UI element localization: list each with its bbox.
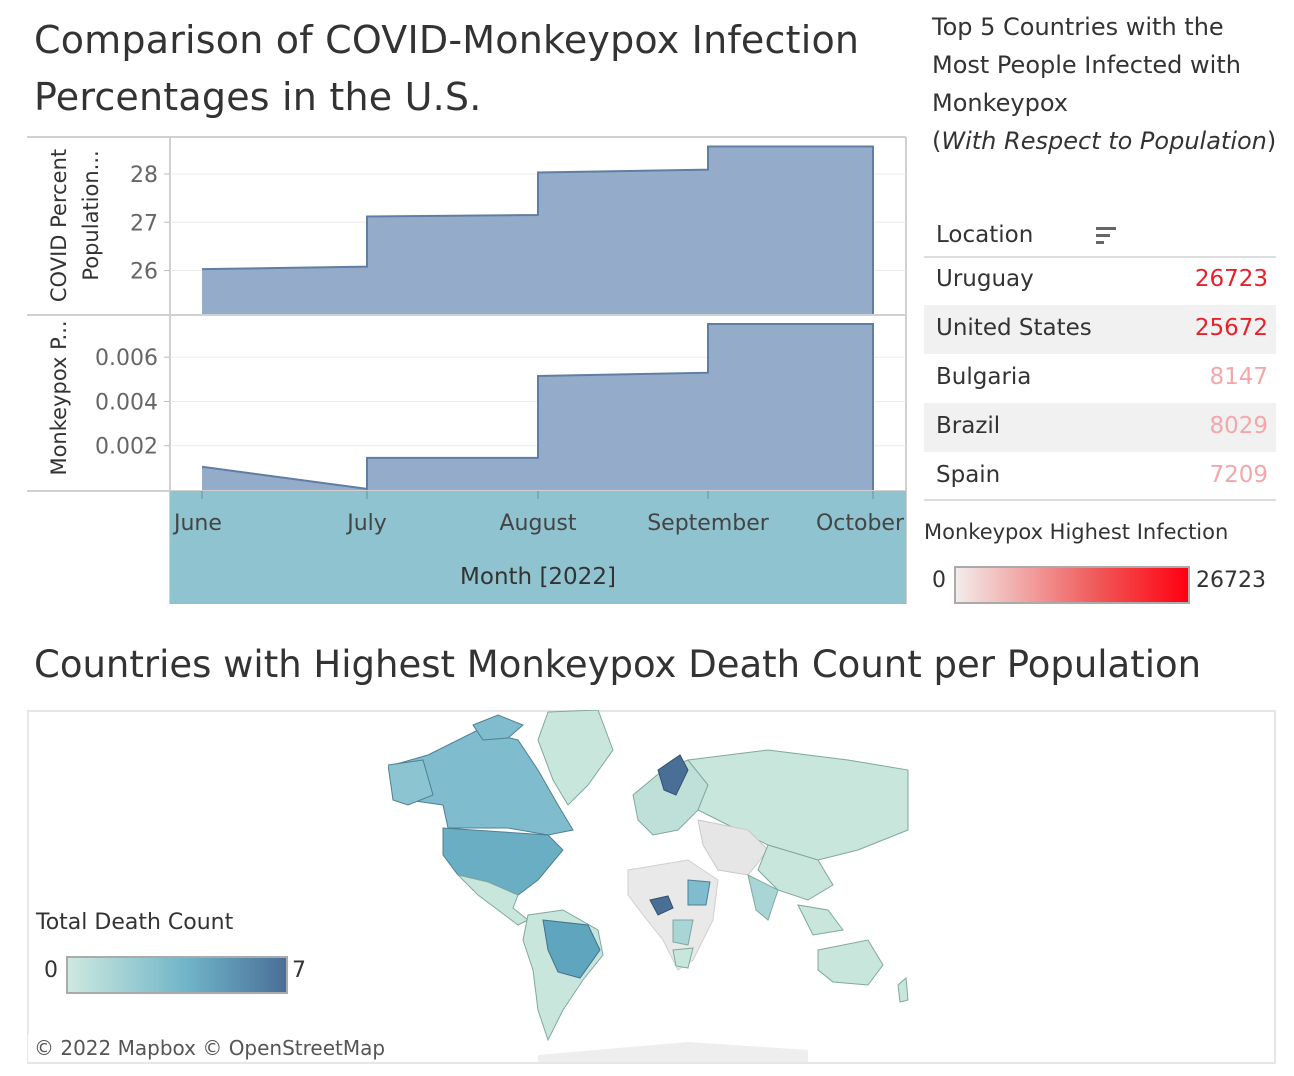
- map-attribution[interactable]: © 2022 Mapbox © OpenStreetMap: [28, 1034, 391, 1062]
- y-tick-label: 27: [130, 211, 158, 236]
- top5-subtitle: (With Respect to Population): [932, 127, 1276, 155]
- x-tick-label: August: [500, 511, 577, 536]
- y-tick-label: 0.002: [95, 435, 158, 460]
- y-axis-label-2: Population...: [79, 150, 103, 280]
- top5-title: Top 5 Countries with the Most People Inf…: [932, 8, 1282, 160]
- row-value: 25672: [1195, 315, 1268, 341]
- y-tick-label: 26: [130, 260, 158, 285]
- world-map[interactable]: [388, 710, 910, 1062]
- x-tick-label: September: [647, 511, 770, 536]
- infection-legend-max: 26723: [1196, 568, 1266, 593]
- row-value: 8029: [1209, 413, 1268, 439]
- table-row[interactable]: Brazil 8029: [924, 403, 1276, 452]
- x-tick-label: June: [172, 511, 222, 536]
- table-bottom-divider: [924, 499, 1276, 501]
- row-value: 8147: [1209, 364, 1268, 390]
- death-legend-title: Total Death Count: [36, 910, 233, 935]
- x-axis-title: Month [2022]: [460, 564, 616, 590]
- location-column-header[interactable]: Location: [936, 222, 1033, 248]
- x-tick-label: July: [345, 511, 387, 536]
- row-location: Spain: [936, 462, 1000, 488]
- row-location: Uruguay: [936, 266, 1034, 292]
- y-tick-label: 28: [130, 163, 158, 188]
- y-tick-label: 0.006: [95, 346, 158, 371]
- table-row[interactable]: Uruguay 26723: [924, 256, 1276, 305]
- infection-legend-title: Monkeypox Highest Infection: [924, 520, 1228, 544]
- infection-legend-min: 0: [932, 568, 946, 593]
- top5-title-text: Top 5 Countries with the Most People Inf…: [932, 13, 1241, 117]
- y-axis-label: COVID Percent: [47, 149, 71, 302]
- row-location: Brazil: [936, 413, 1000, 439]
- row-location: United States: [936, 315, 1092, 341]
- death-legend-max: 7: [292, 958, 306, 983]
- y-axis-label: Monkeypox P...: [47, 320, 71, 475]
- sort-icon[interactable]: [1094, 226, 1118, 248]
- death-legend-gradient: [66, 956, 288, 994]
- y-tick-label: 0.004: [95, 390, 158, 415]
- row-value: 7209: [1209, 462, 1268, 488]
- death-legend-min: 0: [44, 958, 58, 983]
- subtitle-close: ): [1267, 127, 1276, 155]
- table-row[interactable]: Spain 7209: [924, 452, 1276, 501]
- covid-monkeypox-chart: 26 27 28 COVID Percent Population... 0.002 0.0…: [0, 0, 915, 610]
- row-value: 26723: [1195, 266, 1268, 292]
- x-tick-label: October: [816, 511, 905, 536]
- table-row[interactable]: Bulgaria 8147: [924, 354, 1276, 403]
- subtitle-italic: With Respect to Population: [941, 127, 1267, 155]
- subtitle-open: (: [932, 127, 941, 155]
- infection-legend-gradient: [954, 566, 1190, 604]
- table-row[interactable]: United States 25672: [924, 305, 1276, 354]
- row-location: Bulgaria: [936, 364, 1031, 390]
- map-title: Countries with Highest Monkeypox Death C…: [34, 640, 1201, 690]
- table-header: Location: [924, 218, 1276, 258]
